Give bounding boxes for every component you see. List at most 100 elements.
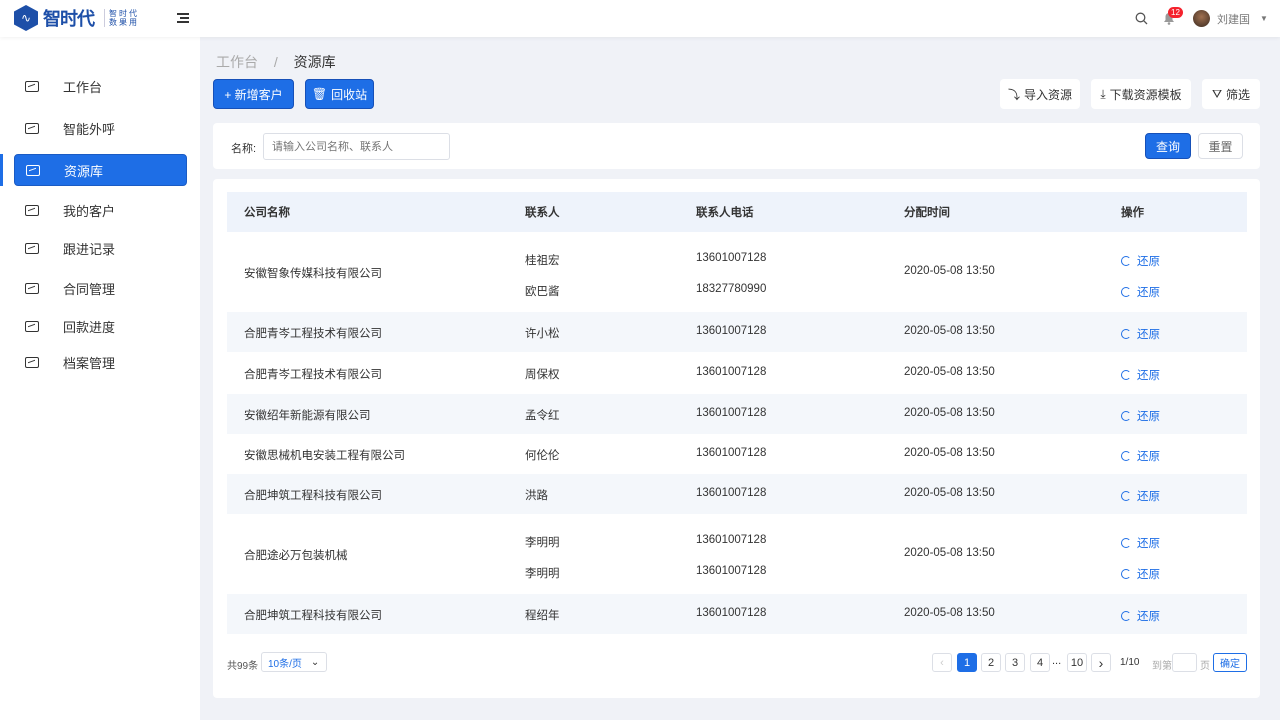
import-button[interactable]: ⤵ 导入资源	[1000, 79, 1080, 109]
breadcrumb-separator: /	[273, 54, 278, 70]
restore-button[interactable]: 还原	[1121, 253, 1160, 269]
page-button[interactable]: 4	[1030, 653, 1050, 672]
page-size-select[interactable]: 10条/页 ⌄	[261, 652, 327, 672]
company-name: 安徽智象传媒科技有限公司	[244, 268, 382, 280]
sidebar-item[interactable]: 工作台	[14, 70, 187, 102]
contact-phone: 13601007128	[696, 447, 767, 459]
table-row: 合肥坤筑工程科技有限公司 2020-05-08 13:50 洪路 1360100712…	[227, 474, 1247, 514]
breadcrumb-current: 资源库	[293, 54, 336, 70]
reset-button[interactable]: 重置	[1198, 133, 1243, 159]
sidebar-item-label: 合同管理	[63, 281, 116, 297]
sidebar-item[interactable]: 我的客户	[14, 194, 187, 226]
sidebar-item[interactable]: 合同管理	[14, 272, 187, 304]
sidebar-item-label: 跟进记录	[63, 241, 116, 257]
restore-button[interactable]: 还原	[1121, 535, 1160, 551]
caret-down-icon: ▼	[1260, 14, 1268, 23]
sidebar-item[interactable]: 资源库	[14, 154, 187, 186]
table-row: 合肥坤筑工程科技有限公司 2020-05-08 13:50 程绍年 136010071…	[227, 594, 1247, 634]
download-label: 下载资源模板	[1109, 87, 1182, 102]
contact-phone: 13601007128	[696, 366, 767, 378]
recycle-bin-label: 回收站	[331, 87, 368, 102]
next-page-button[interactable]: ›	[1091, 653, 1111, 672]
restore-button[interactable]: 还原	[1121, 488, 1160, 504]
restore-button[interactable]: 还原	[1121, 448, 1160, 464]
restore-icon	[1121, 370, 1131, 380]
contact-name: 李明明	[525, 537, 560, 549]
user-name: 刘建国	[1217, 13, 1250, 26]
restore-button[interactable]: 还原	[1121, 608, 1160, 624]
page-indicator: 1/10	[1120, 657, 1140, 668]
query-button[interactable]: 查询	[1145, 133, 1191, 159]
restore-button[interactable]: 还原	[1121, 408, 1160, 424]
table-row: 安徽智象传媒科技有限公司 2020-05-08 13:50 桂祖宏 136010071…	[227, 232, 1247, 312]
contact-name: 周保权	[525, 369, 560, 381]
sidebar-item[interactable]: 档案管理	[14, 346, 187, 378]
table-row: 合肥青岑工程技术有限公司 2020-05-08 13:50 周保权 136010071…	[227, 352, 1247, 394]
contact-phone: 13601007128	[696, 407, 767, 419]
contact-name: 洪路	[525, 490, 548, 502]
filter-button[interactable]: ⛛ 筛选	[1202, 79, 1260, 109]
top-header: ∿ 智时代 智时代 数果用 12 刘建国 ▼	[0, 0, 1280, 37]
restore-button[interactable]: 还原	[1121, 326, 1160, 342]
table-header: 公司名称 联系人 联系人电话 分配时间 操作	[227, 192, 1247, 232]
restore-label: 还原	[1137, 287, 1160, 299]
logo-text: 智时代	[43, 9, 95, 29]
contact-name: 桂祖宏	[525, 255, 560, 267]
restore-icon	[1121, 491, 1131, 501]
col-contact: 联系人	[525, 207, 560, 219]
contact-phone: 13601007128	[696, 607, 767, 619]
sidebar-item[interactable]: 智能外呼	[14, 112, 187, 144]
logo-subtext: 智时代 数果用	[104, 9, 144, 27]
restore-icon	[1121, 569, 1131, 579]
restore-button[interactable]: 还原	[1121, 566, 1160, 582]
recycle-bin-button[interactable]: 🗑 回收站	[305, 79, 374, 109]
company-name: 安徽思械机电安装工程有限公司	[244, 450, 405, 462]
restore-label: 还原	[1137, 611, 1160, 623]
restore-label: 还原	[1137, 538, 1160, 550]
company-name: 合肥坤筑工程科技有限公司	[244, 610, 382, 622]
user-menu[interactable]: 刘建国 ▼	[1193, 0, 1268, 37]
add-customer-button[interactable]: + 新增客户	[213, 79, 294, 109]
search-icon[interactable]	[1135, 0, 1148, 37]
table-row: 合肥青岑工程技术有限公司 2020-05-08 13:50 许小松 136010071…	[227, 312, 1247, 352]
search-label: 名称:	[231, 143, 257, 155]
assign-time: 2020-05-08 13:50	[904, 366, 995, 378]
avatar	[1193, 10, 1210, 27]
active-indicator	[0, 154, 3, 186]
monitor-chart-icon	[25, 320, 39, 332]
breadcrumb-parent[interactable]: 工作台	[216, 54, 258, 70]
goto-page-input[interactable]	[1172, 653, 1197, 672]
contact-phone: 13601007128	[696, 325, 767, 337]
page-button[interactable]: 1	[957, 653, 977, 672]
prev-page-button[interactable]: ‹	[932, 653, 952, 672]
sidebar-item[interactable]: 跟进记录	[14, 232, 187, 264]
restore-button[interactable]: 还原	[1121, 284, 1160, 300]
restore-icon	[1121, 451, 1131, 461]
sidebar-item[interactable]: 回款进度	[14, 310, 187, 342]
col-phone: 联系人电话	[696, 207, 754, 219]
page-button[interactable]: 3	[1005, 653, 1025, 672]
sidebar-item-label: 智能外呼	[63, 121, 116, 137]
company-name: 合肥途必万包装机械	[244, 550, 348, 562]
bell-icon[interactable]	[1163, 0, 1175, 37]
sidebar-item-label: 我的客户	[63, 203, 116, 219]
goto-label: 到第	[1152, 661, 1172, 672]
logo[interactable]: ∿ 智时代 智时代 数果用	[14, 5, 144, 31]
menu-collapse-icon[interactable]	[175, 11, 189, 25]
confirm-page-button[interactable]: 确定	[1213, 653, 1247, 672]
table-row: 安徽绍年新能源有限公司 2020-05-08 13:50 孟令红 1360100712…	[227, 394, 1247, 434]
restore-icon	[1121, 329, 1131, 339]
restore-label: 还原	[1137, 491, 1160, 503]
search-input[interactable]	[263, 133, 450, 160]
restore-label: 还原	[1137, 451, 1160, 463]
restore-button[interactable]: 还原	[1121, 367, 1160, 383]
page-button[interactable]: 10	[1067, 653, 1087, 672]
sidebar-item-label: 资源库	[64, 163, 104, 179]
monitor-chart-icon	[25, 282, 39, 294]
page-button[interactable]: 2	[981, 653, 1001, 672]
contact-phone: 13601007128	[696, 534, 767, 546]
contact-phone: 18327780990	[696, 283, 767, 295]
download-template-button[interactable]: ⤓ 下载资源模板	[1091, 79, 1191, 109]
col-action: 操作	[1121, 207, 1144, 219]
monitor-chart-icon	[25, 242, 39, 254]
